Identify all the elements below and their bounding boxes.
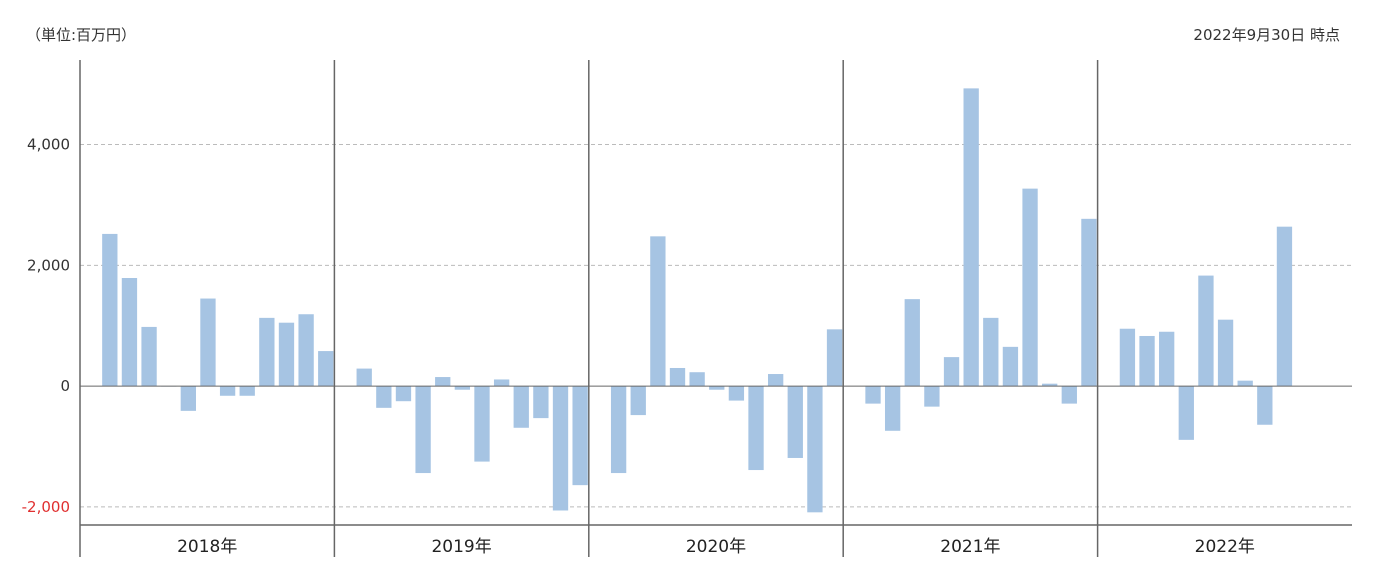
y-tick-label: 2,000 [27, 256, 70, 274]
x-category-label: 2020年 [686, 537, 746, 557]
bar [376, 386, 392, 408]
bar [395, 386, 412, 402]
bar [513, 386, 529, 428]
bar [650, 236, 666, 387]
bar [983, 317, 999, 387]
bar [415, 386, 431, 474]
bar [1198, 275, 1214, 387]
y-tick-label: -2,000 [22, 498, 70, 516]
x-category-label: 2021年 [940, 537, 1000, 557]
bar [1002, 346, 1019, 387]
bar [572, 386, 588, 486]
bar [689, 372, 705, 387]
bar [298, 314, 314, 387]
bar [1237, 380, 1253, 387]
bar [1159, 331, 1175, 387]
bar [865, 386, 881, 404]
x-category-label: 2019年 [431, 537, 491, 557]
bar [826, 329, 843, 387]
bar [884, 386, 901, 431]
bar [1022, 188, 1038, 387]
bar [709, 386, 725, 390]
bar [767, 374, 784, 387]
bar [1276, 226, 1293, 387]
bar [318, 351, 334, 387]
bar [1061, 386, 1077, 404]
as-of-date: 2022年9月30日 時点 [1193, 26, 1340, 44]
bar [1178, 386, 1194, 440]
bar [924, 386, 940, 407]
x-category-label: 2022年 [1195, 537, 1255, 557]
bar [552, 386, 569, 511]
bar [141, 326, 157, 387]
bar [1119, 328, 1136, 387]
bar [493, 379, 510, 387]
bar [356, 368, 372, 387]
bar [728, 386, 745, 401]
bar [748, 386, 764, 471]
bar [239, 386, 255, 396]
bar [102, 233, 118, 387]
bar [1042, 383, 1058, 387]
bar [180, 386, 196, 411]
bar [219, 386, 236, 396]
bar [259, 317, 275, 387]
bar [121, 278, 138, 387]
bar [278, 322, 295, 387]
bar [669, 367, 686, 387]
unit-label: （単位:百万円） [26, 26, 137, 44]
bar [454, 386, 471, 390]
bar [630, 386, 646, 416]
bar [1217, 319, 1234, 387]
bar [787, 386, 803, 458]
y-tick-label: 0 [60, 377, 70, 395]
bar [1257, 386, 1273, 425]
bar [200, 298, 216, 387]
bar [1139, 335, 1155, 387]
bar [610, 386, 627, 474]
bar [1081, 218, 1097, 387]
bar [533, 386, 549, 419]
bar [807, 386, 823, 513]
bar [435, 377, 451, 387]
x-category-label: 2018年 [177, 537, 237, 557]
y-tick-label: 4,000 [27, 136, 70, 154]
bar [963, 88, 979, 387]
bar [904, 299, 920, 387]
bar [474, 386, 490, 462]
bar [943, 357, 960, 387]
